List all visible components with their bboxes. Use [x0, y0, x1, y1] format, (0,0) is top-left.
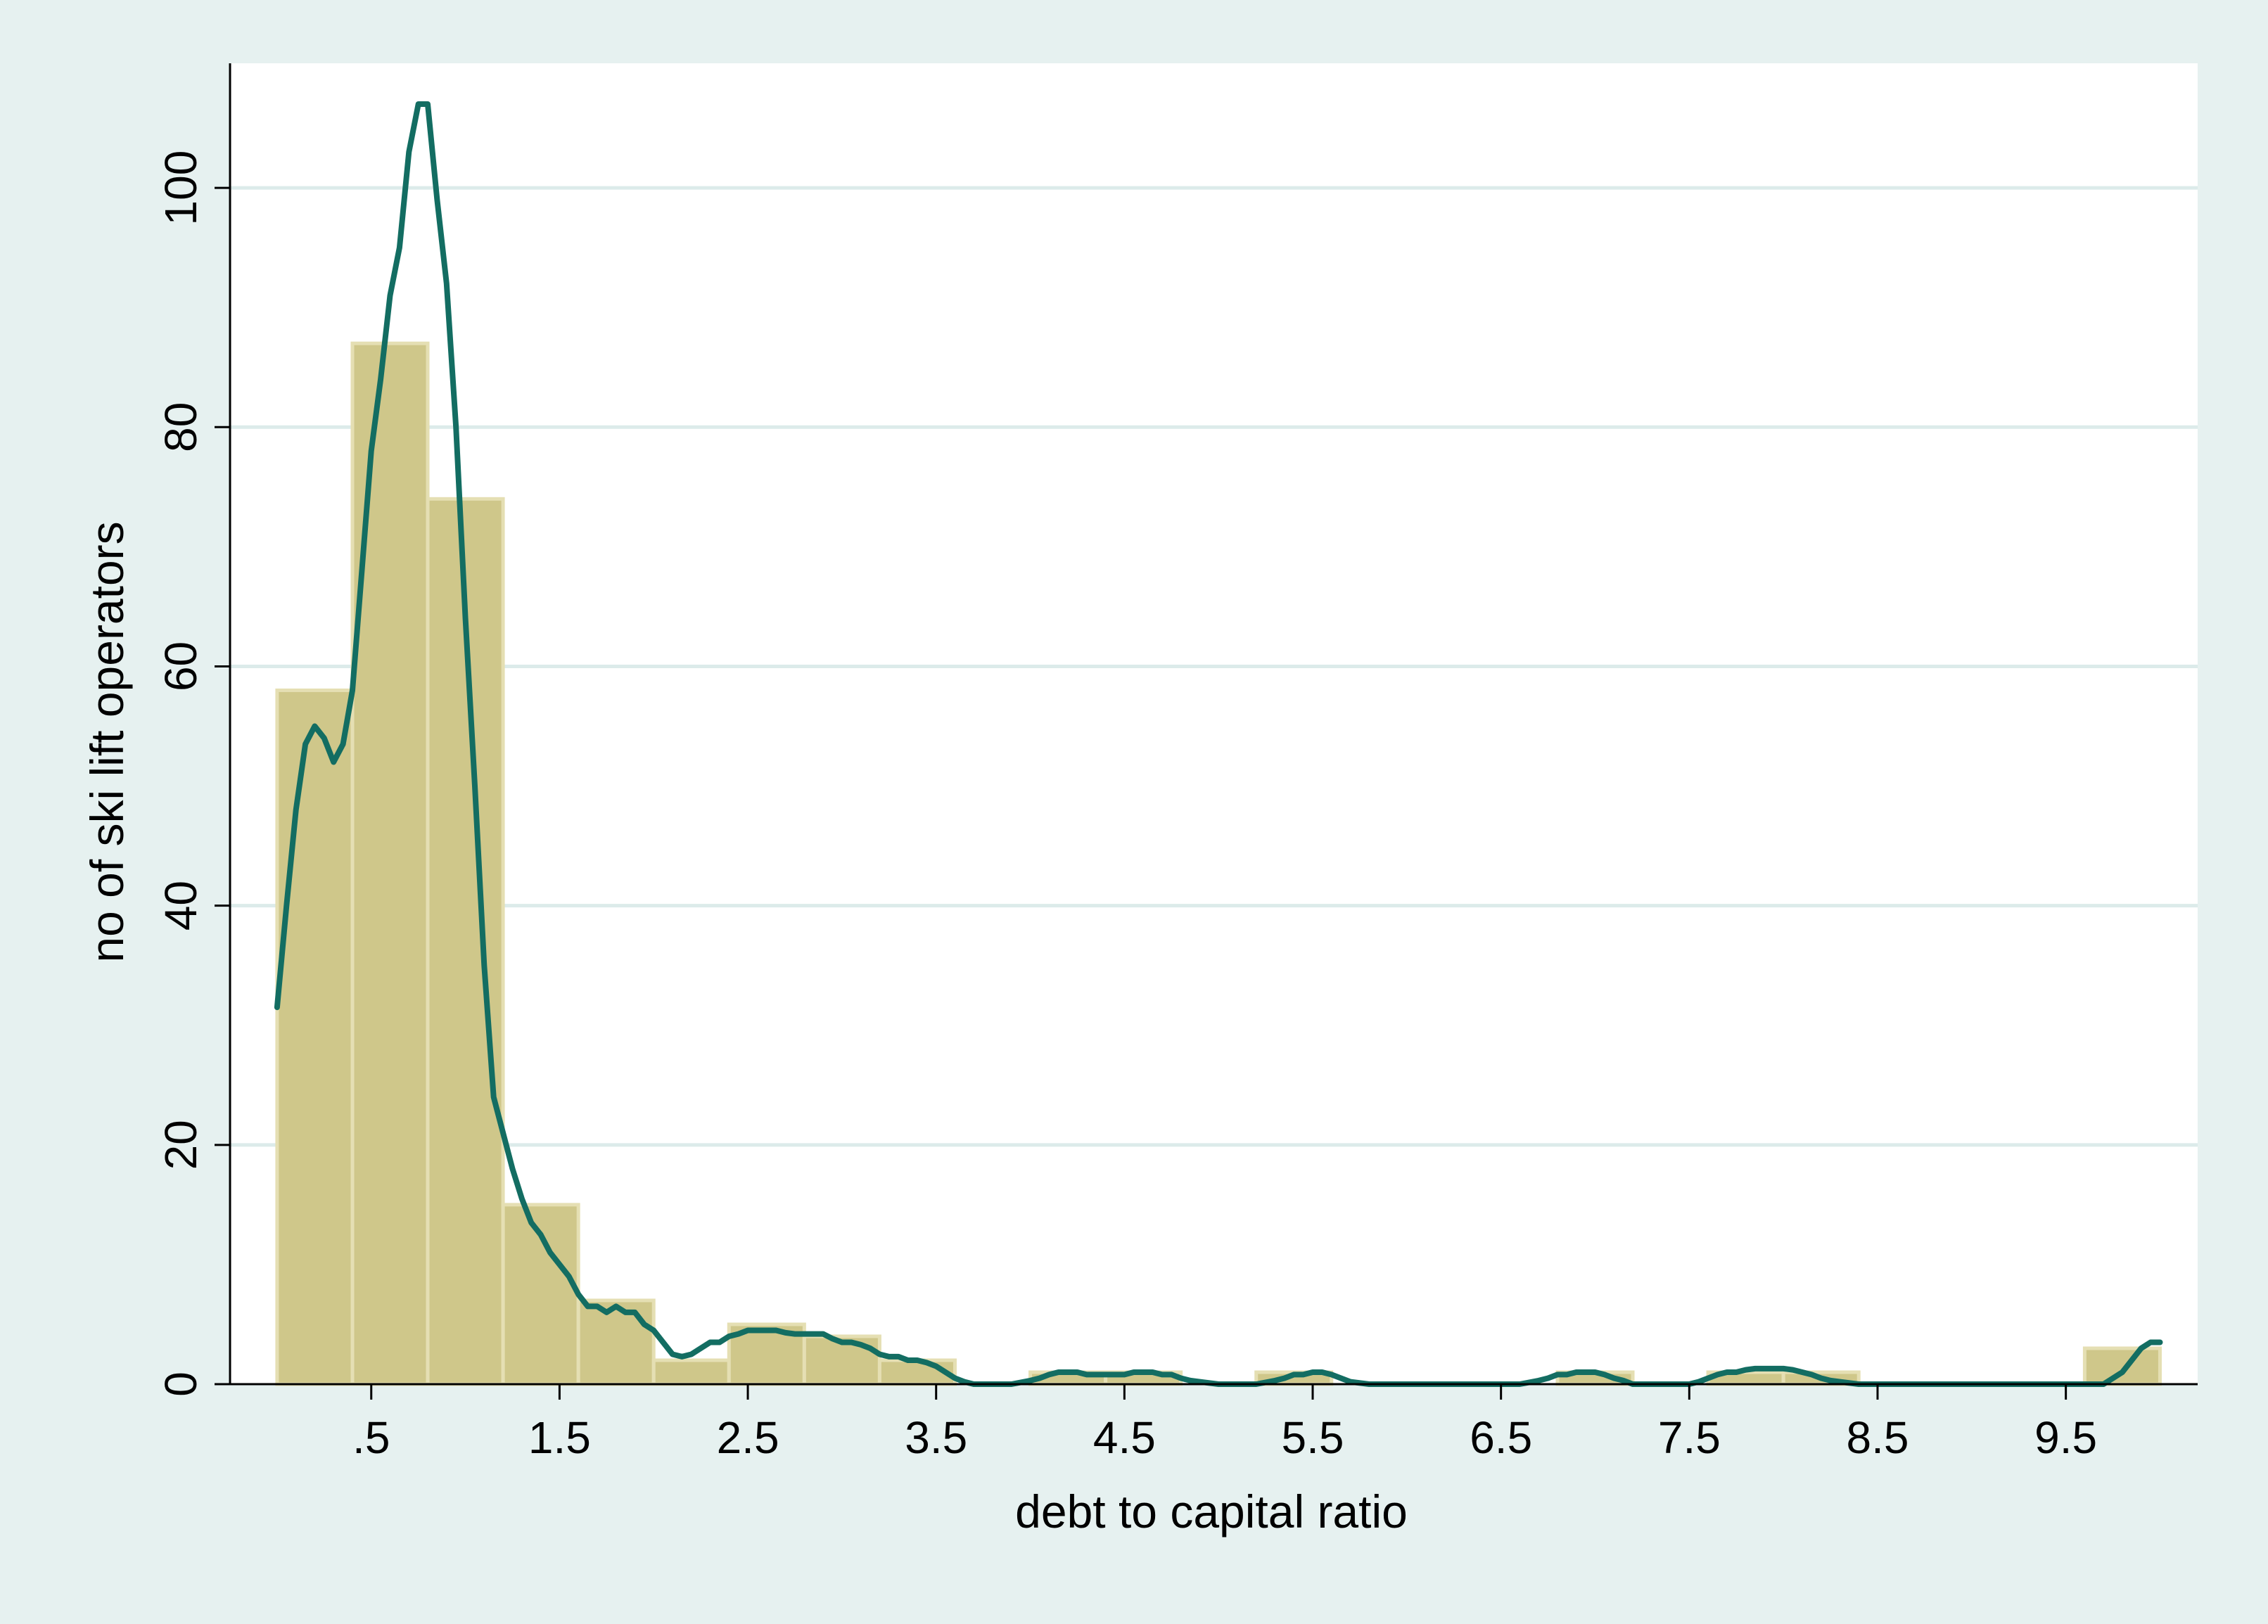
x-tick-label: 4.5 [1093, 1412, 1156, 1463]
x-tick-label: 9.5 [2034, 1412, 2097, 1463]
x-tick-label: 7.5 [1658, 1412, 1721, 1463]
gridlines [230, 186, 2198, 1147]
histogram-bar [350, 341, 430, 1386]
x-axis-ticks: .5 1.5 2.5 3.5 4.5 5.5 6.5 7.5 8.5 9.5 [352, 1384, 2097, 1463]
density-curve [274, 101, 2163, 1387]
x-tick-label: 2.5 [717, 1412, 779, 1463]
x-tick-label: .5 [352, 1412, 390, 1463]
x-tick-label: 8.5 [1847, 1412, 1909, 1463]
plot-background [230, 63, 2198, 1384]
y-axis-ticks: 0 20 40 60 80 100 [155, 151, 230, 1397]
y-tick-label: 40 [155, 881, 206, 931]
y-tick-label: 0 [155, 1372, 206, 1397]
x-tick-label: 3.5 [905, 1412, 967, 1463]
histogram-bar [651, 1358, 731, 1386]
y-axis-title: no of ski lift operators [81, 521, 133, 962]
y-tick-label: 100 [155, 151, 206, 226]
histogram-bar [275, 688, 355, 1386]
y-tick-label: 60 [155, 641, 206, 691]
x-tick-label: 5.5 [1282, 1412, 1344, 1463]
histogram-bar [576, 1298, 656, 1386]
y-tick-label: 80 [155, 402, 206, 452]
y-tick-label: 20 [155, 1120, 206, 1170]
histogram-bar [2082, 1346, 2162, 1386]
x-tick-label: 6.5 [1470, 1412, 1532, 1463]
x-axis-title: debt to capital ratio [1015, 1485, 1408, 1537]
x-tick-label: 1.5 [528, 1412, 591, 1463]
